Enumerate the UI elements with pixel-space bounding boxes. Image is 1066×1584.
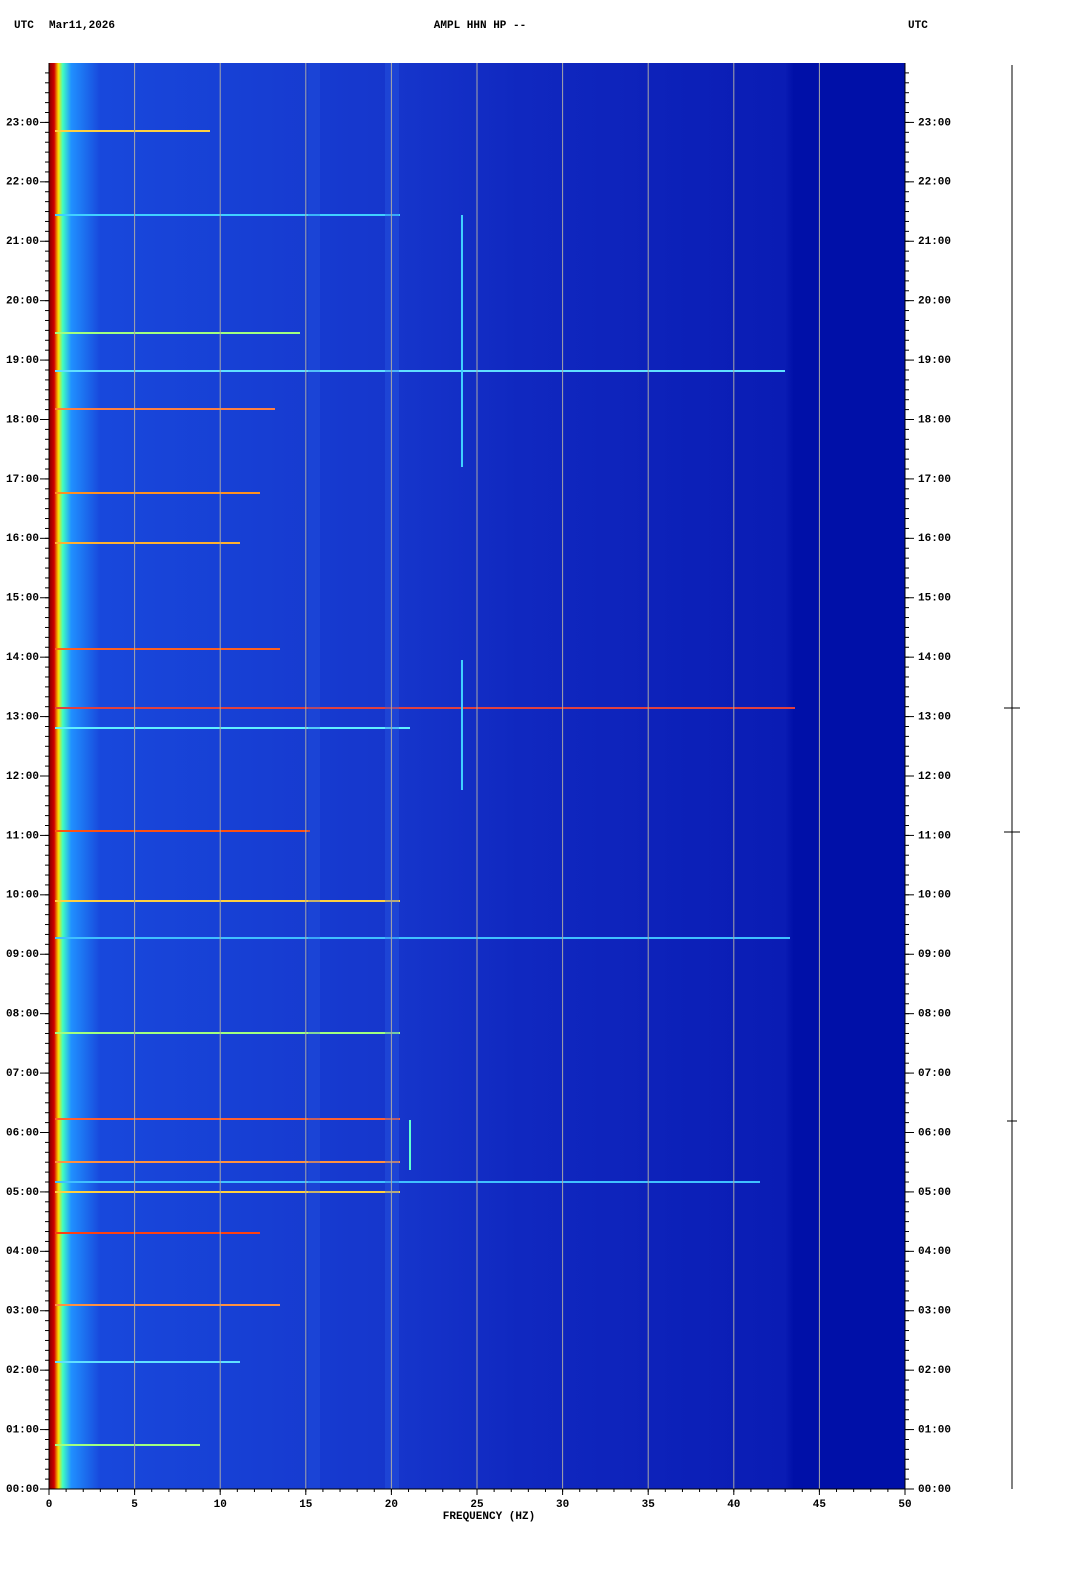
y-tick-label: 14:00 [918,652,951,664]
trace-panel [1004,65,1020,1489]
x-tick-label: 10 [214,1499,227,1511]
y-tick-label: 13:00 [918,711,951,723]
y-tick-label: 23:00 [918,117,951,129]
y-tick-label: 03:00 [6,1306,39,1318]
y-tick-label: 17:00 [918,474,951,486]
y-tick-label: 01:00 [6,1424,39,1436]
y-tick-label: 18:00 [6,414,39,426]
y-tick-label: 03:00 [918,1306,951,1318]
y-tick-label: 21:00 [6,236,39,248]
x-tick-label: 15 [299,1499,313,1511]
y-tick-label: 12:00 [918,771,951,783]
y-tick-label: 22:00 [918,177,951,189]
y-tick-label: 02:00 [6,1365,39,1377]
y-tick-label: 07:00 [918,1068,951,1080]
y-tick-label: 19:00 [918,355,951,367]
y-tick-label: 08:00 [6,1009,39,1021]
x-tick-label: 0 [46,1499,53,1511]
y-tick-label: 10:00 [6,890,39,902]
y-tick-label: 13:00 [6,711,39,723]
y-tick-label: 23:00 [6,117,39,129]
x-tick-label: 50 [898,1499,911,1511]
x-tick-label: 45 [813,1499,827,1511]
y-tick-label: 00:00 [6,1484,39,1496]
y-tick-label: 09:00 [6,949,39,961]
y-tick-label: 04:00 [918,1246,951,1258]
y-tick-label: 17:00 [6,474,39,486]
date: Mar11,2026 [49,20,115,32]
y-tick-label: 00:00 [918,1484,951,1496]
y-tick-label: 16:00 [6,533,39,545]
y-tick-label: 10:00 [918,890,951,902]
x-tick-label: 30 [556,1499,569,1511]
y-tick-label: 20:00 [6,296,39,308]
x-tick-label: 35 [642,1499,656,1511]
y-tick-label: 05:00 [6,1187,39,1199]
y-tick-label: 11:00 [918,830,951,842]
y-tick-label: 04:00 [6,1246,39,1258]
chart-title: AMPL HHN HP -- [434,20,526,32]
y-tick-label: 14:00 [6,652,39,664]
y-tick-label: 01:00 [918,1424,951,1436]
y-tick-label: 02:00 [918,1365,951,1377]
y-tick-label: 20:00 [918,296,951,308]
time-zone: UTC [14,20,34,32]
y-tick-label: 15:00 [918,593,951,605]
x-axis-label: FREQUENCY (HZ) [443,1511,535,1523]
spectral-streaks [55,63,795,1489]
y-tick-label: 19:00 [6,355,39,367]
y-tick-label: 18:00 [918,414,951,426]
y-tick-label: 16:00 [918,533,951,545]
axes: 0 5 10 15 20 25 30 35 40 45 50 00:00 00:00 01:00 01:00… [6,63,951,1511]
y-tick-label: 06:00 [918,1127,951,1139]
y-tick-label: 15:00 [6,593,39,605]
time-zone: UTC [908,20,928,32]
y-tick-label: 11:00 [6,830,39,842]
x-tick-label: 25 [470,1499,484,1511]
y-tick-label: 21:00 [918,236,951,248]
y-tick-label: 08:00 [918,1009,951,1021]
y-tick-label: 12:00 [6,771,39,783]
y-tick-label: 06:00 [6,1127,39,1139]
x-tick-label: 40 [727,1499,740,1511]
x-tick-label: 5 [131,1499,138,1511]
y-tick-label: 05:00 [918,1187,951,1199]
x-tick-label: 20 [385,1499,398,1511]
y-tick-label: 22:00 [6,177,39,189]
y-tick-label: 09:00 [918,949,951,961]
y-tick-label: 07:00 [6,1068,39,1080]
